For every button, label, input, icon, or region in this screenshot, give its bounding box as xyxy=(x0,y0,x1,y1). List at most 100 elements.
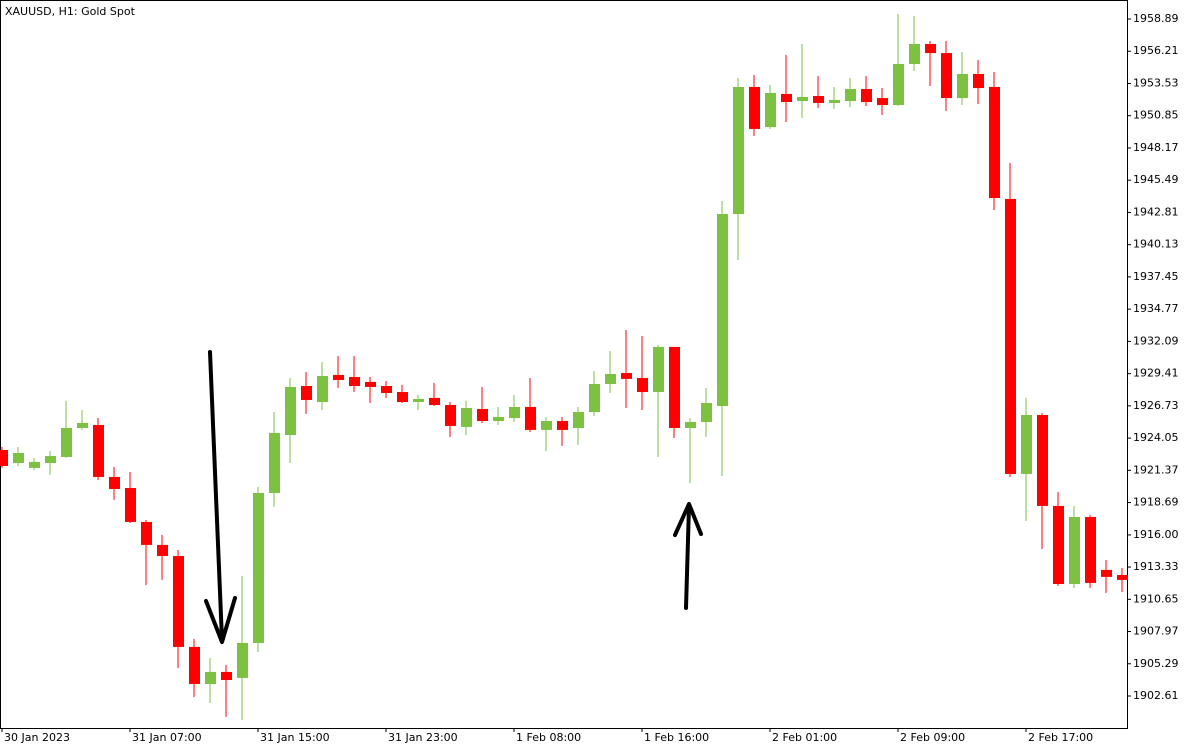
candle-body xyxy=(893,63,904,106)
candle-body xyxy=(77,422,88,428)
candle-body xyxy=(1005,198,1016,474)
candle-body xyxy=(845,89,856,102)
candle-body xyxy=(317,376,328,403)
arrow-up xyxy=(684,504,691,610)
candle-body xyxy=(733,86,744,214)
candle-body xyxy=(237,642,248,678)
candle-body xyxy=(349,376,360,387)
candle-body xyxy=(589,383,600,412)
candle-body xyxy=(573,411,584,428)
y-tick-label: 1902.61 xyxy=(1133,689,1179,702)
candle-body xyxy=(493,416,504,422)
candle-body xyxy=(0,450,8,467)
candle-body xyxy=(1101,569,1112,577)
candle-body xyxy=(749,86,760,129)
candle-body xyxy=(221,671,232,681)
y-tick-label: 1956.21 xyxy=(1133,44,1179,57)
candle-body xyxy=(717,213,728,406)
candle-body xyxy=(797,96,808,102)
candle-body xyxy=(909,44,920,64)
candle-body xyxy=(1053,505,1064,585)
arrow-up-head xyxy=(673,502,703,537)
candle-body xyxy=(941,53,952,99)
candle-body xyxy=(829,99,840,103)
candle-body xyxy=(1117,574,1128,580)
y-tick-label: 1924.05 xyxy=(1133,431,1179,444)
candle-body xyxy=(669,346,680,428)
y-tick-label: 1945.49 xyxy=(1133,173,1179,186)
x-tick-label: 31 Jan 07:00 xyxy=(132,731,202,744)
chart-title: XAUUSD, H1: Gold Spot xyxy=(5,5,136,18)
y-tick-label: 1910.65 xyxy=(1133,592,1179,605)
candle-body xyxy=(557,421,568,430)
candle-body xyxy=(333,374,344,380)
x-tick-label: 1 Feb 08:00 xyxy=(516,731,581,744)
arrow-down xyxy=(208,350,224,642)
x-tick-label: 2 Feb 09:00 xyxy=(900,731,965,744)
y-tick-label: 1953.53 xyxy=(1133,76,1179,89)
candle-body xyxy=(877,98,888,106)
candle-body xyxy=(1037,415,1048,506)
annotation-arrows xyxy=(204,350,703,644)
plot-frame xyxy=(0,0,1128,729)
candle-body xyxy=(157,544,168,556)
candle-body xyxy=(989,86,1000,198)
candle-body xyxy=(925,44,936,54)
y-tick-label: 1948.17 xyxy=(1133,141,1179,154)
candle-body xyxy=(173,555,184,647)
y-tick-label: 1932.09 xyxy=(1133,334,1179,347)
candle-body xyxy=(29,461,40,468)
candle-body xyxy=(1069,517,1080,585)
y-tick-label: 1918.69 xyxy=(1133,496,1179,509)
candle-body xyxy=(685,421,696,428)
candle-body xyxy=(205,671,216,684)
candle-body xyxy=(269,432,280,493)
candle-body xyxy=(957,73,968,99)
candle-body xyxy=(365,381,376,387)
candle-body xyxy=(413,399,424,403)
candle-body xyxy=(861,89,872,103)
candle-body xyxy=(477,408,488,422)
candle-body xyxy=(781,93,792,103)
candle-body xyxy=(141,521,152,545)
candle-body xyxy=(1085,517,1096,583)
candle-body xyxy=(509,406,520,419)
candle-body xyxy=(621,373,632,379)
candle-body xyxy=(125,488,136,522)
candle-body xyxy=(285,386,296,435)
candle-body xyxy=(445,405,456,426)
candle-body xyxy=(93,424,104,477)
y-tick-label: 1958.89 xyxy=(1133,12,1179,25)
candle-body xyxy=(525,406,536,430)
x-tick-label: 31 Jan 23:00 xyxy=(388,731,458,744)
y-tick-label: 1907.97 xyxy=(1133,625,1179,638)
candle-body xyxy=(765,92,776,128)
candle-body xyxy=(541,421,552,430)
y-tick-label: 1913.33 xyxy=(1133,560,1179,573)
y-tick-label: 1921.37 xyxy=(1133,463,1179,476)
candle-body xyxy=(253,492,264,643)
y-tick-label: 1926.73 xyxy=(1133,399,1179,412)
x-tick-label: 30 Jan 2023 xyxy=(4,731,70,744)
candle-body xyxy=(653,346,664,393)
candle-body xyxy=(1021,415,1032,474)
y-tick-label: 1937.45 xyxy=(1133,270,1179,283)
candle-body xyxy=(605,373,616,384)
x-tick-label: 31 Jan 15:00 xyxy=(260,731,330,744)
candle-body xyxy=(61,427,72,457)
y-tick-label: 1905.29 xyxy=(1133,657,1179,670)
candle-body xyxy=(397,392,408,403)
x-tick-label: 2 Feb 01:00 xyxy=(772,731,837,744)
candle-body xyxy=(701,402,712,422)
candle-body xyxy=(637,377,648,393)
arrow-down-head xyxy=(204,596,237,644)
candle-body xyxy=(301,386,312,400)
y-tick-label: 1940.13 xyxy=(1133,238,1179,251)
candle-body xyxy=(381,386,392,393)
x-tick-label: 2 Feb 17:00 xyxy=(1028,731,1093,744)
x-tick-label: 1 Feb 16:00 xyxy=(644,731,709,744)
candle-body xyxy=(813,95,824,103)
y-tick-label: 1929.41 xyxy=(1133,367,1179,380)
